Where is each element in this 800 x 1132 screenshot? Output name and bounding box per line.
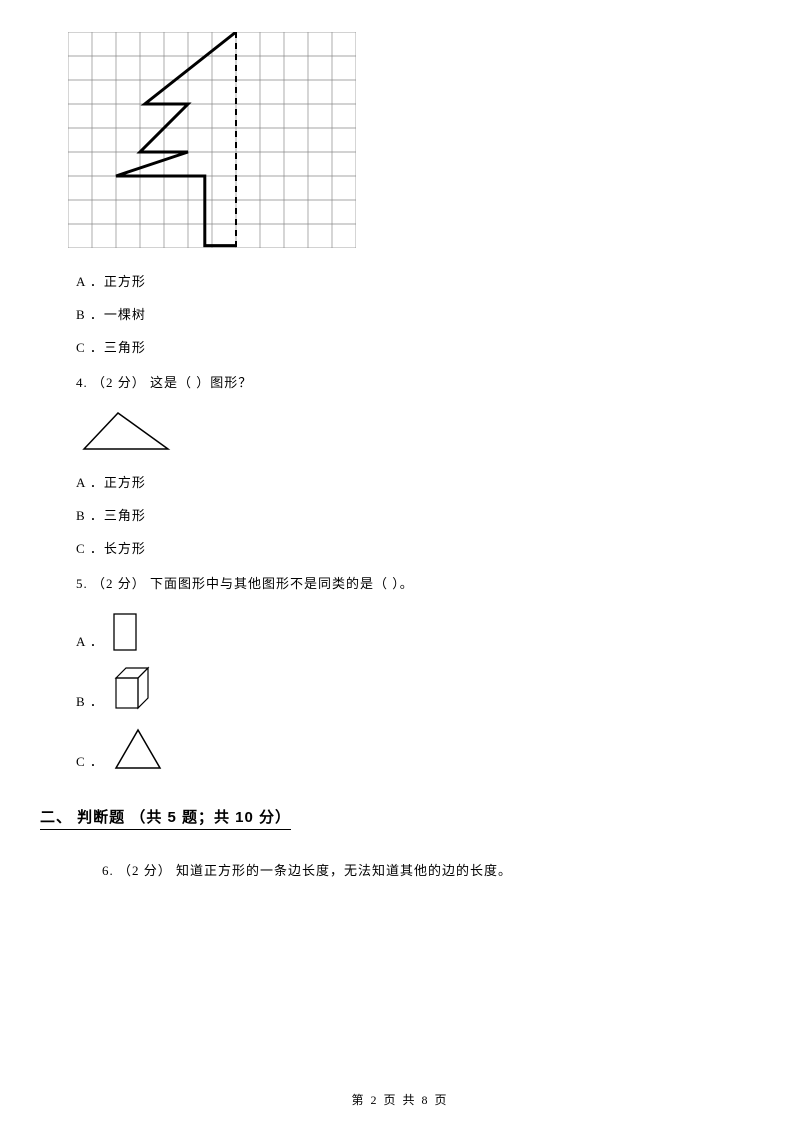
q5-triangle-svg bbox=[112, 726, 164, 772]
q4-option-a: A ．正方形 bbox=[76, 472, 732, 491]
q4-option-b: B ．三角形 bbox=[76, 505, 732, 524]
q3-option-b: B ．一棵树 bbox=[76, 304, 732, 323]
q4-triangle-svg bbox=[74, 407, 174, 453]
q4-triangle-figure bbox=[74, 407, 732, 458]
page-footer: 第 2 页 共 8 页 bbox=[0, 1091, 800, 1108]
q5-option-a: A ． bbox=[76, 608, 732, 652]
q4-option-c: C ．长方形 bbox=[76, 538, 732, 557]
q4-text: 4. （2 分） 这是（ ）图形？ bbox=[76, 372, 732, 391]
grid-tree-figure bbox=[68, 32, 732, 253]
q5-option-a-label: A ． bbox=[76, 631, 104, 652]
q3-option-a: A ．正方形 bbox=[76, 271, 732, 290]
q3-option-c: C ．三角形 bbox=[76, 337, 732, 356]
q6-text: 6. （2 分） 知道正方形的一条边长度，无法知道其他的边的长度。 bbox=[102, 860, 732, 879]
q5-cuboid-svg bbox=[112, 666, 152, 712]
q5-text: 5. （2 分） 下面图形中与其他图形不是同类的是（ ）。 bbox=[76, 573, 732, 592]
q5-option-c-label: C ． bbox=[76, 751, 104, 772]
q5-option-c: C ． bbox=[76, 726, 732, 772]
q5-option-b: B ． bbox=[76, 666, 732, 712]
q5-rect-svg bbox=[112, 612, 138, 652]
q5-option-b-label: B ． bbox=[76, 691, 104, 712]
grid-svg bbox=[68, 32, 356, 248]
section2-title: 二、 判断题 （共 5 题；共 10 分） bbox=[40, 806, 291, 830]
